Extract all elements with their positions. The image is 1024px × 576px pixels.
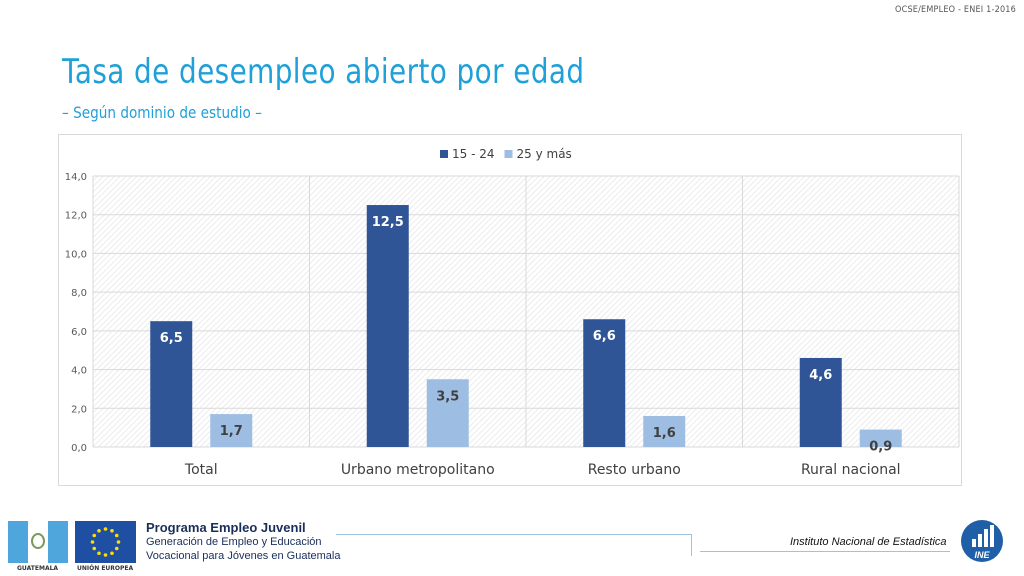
y-tick-label: 8,0: [71, 288, 87, 299]
eu-star: [103, 553, 108, 557]
y-tick-label: 14,0: [65, 172, 87, 183]
eu-star: [92, 533, 97, 538]
x-tick-label: Resto urbano: [588, 462, 681, 478]
divider: [336, 534, 691, 535]
european-union-flag-label: UNIÓN EUROPEA: [77, 565, 134, 572]
eu-star: [114, 546, 119, 551]
program-line-2: Vocacional para Jóvenes en Guatemala: [146, 550, 341, 562]
institute-name: Instituto Nacional de Estadística: [790, 536, 947, 548]
program-title: Programa Empleo Juvenil: [146, 520, 306, 535]
bar-chart: 0,0 2,0 4,0 6,0 8,0 10,0 12,0 14,0 6,5 12,5 6,6 4,…: [65, 147, 960, 478]
program-line-1: Generación de Empleo y Educación: [146, 536, 322, 548]
bar: [150, 321, 193, 447]
bar: [643, 416, 686, 447]
x-tick-label: Urbano metropolitano: [341, 462, 495, 478]
bar: [583, 319, 626, 447]
data-label: 6,6: [593, 329, 616, 344]
page-subtitle: – Según dominio de estudio –: [62, 103, 262, 122]
data-label: 12,5: [372, 215, 404, 230]
eu-star: [114, 533, 119, 538]
data-label: 3,5: [436, 389, 459, 404]
eu-star: [103, 527, 108, 531]
data-label: 4,6: [809, 368, 832, 383]
guatemala-flag-icon: [8, 521, 68, 563]
y-tick-label: 12,0: [65, 211, 87, 222]
ine-logo-icon: INE: [961, 520, 1003, 562]
x-tick-label: Rural nacional: [801, 462, 901, 478]
eu-star: [97, 551, 101, 556]
bar: [799, 357, 842, 447]
eu-star: [110, 528, 114, 533]
legend-swatch: [504, 150, 513, 158]
y-tick-label: 6,0: [71, 327, 87, 338]
eu-star: [90, 540, 95, 544]
data-label: 1,7: [220, 424, 243, 439]
eu-star: [116, 540, 121, 544]
y-tick-label: 10,0: [65, 249, 87, 260]
y-tick-label: 0,0: [71, 443, 87, 454]
chart-container: 0,0 2,0 4,0 6,0 8,0 10,0 12,0 14,0 6,5 12,5 6,6 4,…: [58, 134, 962, 486]
bar: [366, 205, 409, 447]
divider: [691, 534, 692, 556]
svg-text:INE: INE: [974, 550, 990, 560]
data-label: 6,5: [160, 331, 183, 346]
y-tick-label: 2,0: [71, 404, 87, 415]
y-tick-label: 4,0: [71, 366, 87, 377]
eu-star: [92, 546, 97, 551]
legend-label: 15 - 24: [452, 147, 495, 161]
data-label: 0,9: [869, 440, 892, 455]
eu-star: [97, 528, 101, 533]
bar: [210, 414, 253, 447]
footer: GUATEMALA UNIÓN EUROPEA Programa Empleo …: [0, 514, 1024, 576]
eu-star: [110, 551, 114, 556]
guatemala-flag-label: GUATEMALA: [17, 565, 59, 572]
report-reference: OCSE/EMPLEO - ENEI 1-2016: [895, 5, 1016, 15]
x-tick-label: Total: [184, 462, 218, 478]
legend-label: 25 y más: [517, 147, 572, 161]
bar: [859, 429, 902, 447]
data-label: 1,6: [653, 426, 676, 441]
bar: [426, 379, 469, 447]
divider: [700, 551, 950, 552]
legend-swatch: [440, 150, 448, 158]
page-title: Tasa de desempleo abierto por edad: [62, 52, 585, 92]
european-union-flag-icon: [75, 521, 136, 563]
